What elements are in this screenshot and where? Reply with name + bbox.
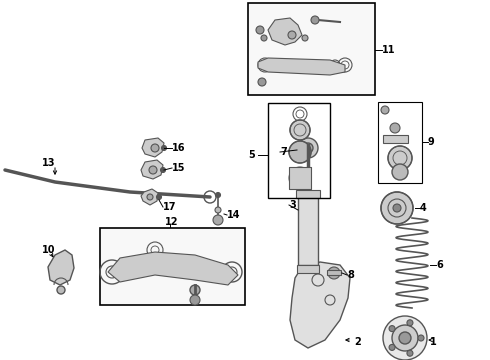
Bar xyxy=(297,265,319,273)
Bar xyxy=(298,195,318,265)
Circle shape xyxy=(213,215,223,225)
Bar xyxy=(327,270,341,275)
Text: 3: 3 xyxy=(289,200,296,210)
Circle shape xyxy=(390,123,400,133)
Bar xyxy=(100,228,245,305)
Circle shape xyxy=(149,166,157,174)
Circle shape xyxy=(407,320,413,326)
Circle shape xyxy=(290,120,310,140)
Polygon shape xyxy=(48,250,74,285)
Circle shape xyxy=(289,141,311,163)
Circle shape xyxy=(407,350,413,356)
Polygon shape xyxy=(268,18,302,45)
Circle shape xyxy=(381,192,413,224)
Polygon shape xyxy=(108,252,238,285)
Bar xyxy=(289,167,311,189)
Polygon shape xyxy=(141,160,163,179)
Circle shape xyxy=(303,143,313,153)
Circle shape xyxy=(162,145,167,150)
Circle shape xyxy=(215,207,221,213)
Circle shape xyxy=(393,204,401,212)
Circle shape xyxy=(288,31,296,39)
Circle shape xyxy=(57,286,65,294)
Circle shape xyxy=(392,164,408,180)
Text: 5: 5 xyxy=(248,150,255,160)
Text: 14: 14 xyxy=(227,210,241,220)
Text: 13: 13 xyxy=(42,158,55,168)
Circle shape xyxy=(190,295,200,305)
Circle shape xyxy=(388,146,412,170)
Circle shape xyxy=(298,138,318,158)
Circle shape xyxy=(383,316,427,360)
Text: 2: 2 xyxy=(354,337,361,347)
Circle shape xyxy=(392,325,418,351)
Text: 11: 11 xyxy=(382,45,395,55)
Circle shape xyxy=(151,144,159,152)
Text: 17: 17 xyxy=(163,202,176,212)
Circle shape xyxy=(147,194,153,200)
Polygon shape xyxy=(141,189,158,205)
Circle shape xyxy=(389,325,395,332)
Polygon shape xyxy=(258,58,345,75)
Bar xyxy=(378,102,422,183)
Text: 16: 16 xyxy=(172,143,186,153)
Text: 10: 10 xyxy=(42,245,55,255)
Text: 1: 1 xyxy=(430,337,437,347)
Text: 6: 6 xyxy=(436,260,443,270)
Circle shape xyxy=(258,78,266,86)
Circle shape xyxy=(381,106,389,114)
Bar xyxy=(383,135,408,143)
Text: 9: 9 xyxy=(428,137,435,147)
Text: 15: 15 xyxy=(172,163,186,173)
Circle shape xyxy=(389,345,395,350)
Circle shape xyxy=(302,35,308,41)
Text: 4: 4 xyxy=(420,203,427,213)
Bar xyxy=(296,190,320,198)
Text: 12: 12 xyxy=(165,217,178,227)
Circle shape xyxy=(156,194,162,199)
Polygon shape xyxy=(142,138,164,157)
Circle shape xyxy=(418,335,424,341)
Text: 8: 8 xyxy=(347,270,354,280)
Circle shape xyxy=(190,285,200,295)
Bar xyxy=(268,103,330,198)
Circle shape xyxy=(399,332,411,344)
Polygon shape xyxy=(290,262,350,348)
Circle shape xyxy=(261,35,267,41)
Circle shape xyxy=(256,26,264,34)
Circle shape xyxy=(311,16,319,24)
Text: 7: 7 xyxy=(280,147,287,157)
Circle shape xyxy=(216,193,220,198)
Bar xyxy=(248,3,375,95)
Circle shape xyxy=(328,267,340,279)
Circle shape xyxy=(161,167,166,172)
